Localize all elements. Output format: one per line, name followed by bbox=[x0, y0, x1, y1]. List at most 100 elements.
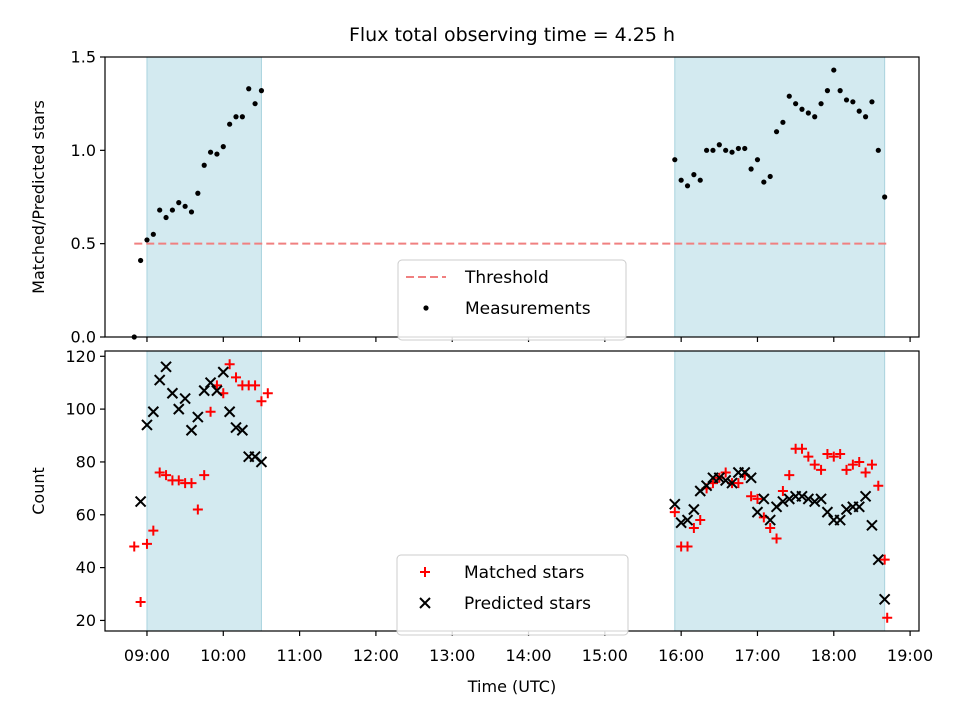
data-point bbox=[262, 388, 273, 399]
data-point bbox=[854, 456, 865, 467]
data-point bbox=[179, 392, 191, 405]
data-point bbox=[773, 129, 780, 135]
data-point bbox=[742, 145, 748, 152]
data-point bbox=[252, 101, 258, 107]
data-point bbox=[816, 464, 827, 475]
data-point bbox=[207, 149, 214, 155]
data-point bbox=[748, 166, 754, 172]
chart-title: Flux total observing time = 4.25 h bbox=[349, 24, 675, 46]
data-point bbox=[860, 467, 871, 478]
data-point bbox=[211, 384, 223, 397]
data-point bbox=[214, 151, 220, 157]
y-tick-label: 60 bbox=[76, 505, 96, 524]
data-point bbox=[710, 147, 716, 153]
data-point bbox=[682, 541, 693, 552]
data-point bbox=[144, 237, 150, 243]
data-point bbox=[777, 495, 789, 508]
series-measurements bbox=[131, 67, 888, 340]
x-tick-label: 11:00 bbox=[277, 646, 323, 665]
data-point bbox=[176, 200, 182, 206]
data-point bbox=[697, 177, 703, 183]
data-point bbox=[135, 596, 146, 607]
data-point bbox=[160, 361, 172, 373]
x-tick-label: 15:00 bbox=[582, 646, 628, 665]
data-point bbox=[784, 470, 795, 481]
data-point bbox=[672, 157, 678, 163]
data-point bbox=[182, 203, 188, 209]
y-tick-label: 120 bbox=[65, 347, 96, 366]
data-point bbox=[746, 491, 757, 502]
data-point bbox=[224, 359, 235, 370]
data-point bbox=[879, 554, 890, 565]
data-point bbox=[695, 515, 706, 526]
data-point bbox=[141, 538, 152, 549]
data-point bbox=[223, 406, 236, 418]
data-point bbox=[173, 475, 184, 486]
data-point bbox=[246, 86, 252, 92]
data-point bbox=[669, 507, 680, 518]
data-point bbox=[198, 384, 210, 397]
data-point bbox=[684, 183, 691, 189]
data-point bbox=[236, 424, 249, 436]
legend-label: Predicted stars bbox=[464, 594, 591, 614]
legend-marker bbox=[419, 597, 431, 609]
data-point bbox=[185, 424, 198, 436]
data-point bbox=[835, 449, 846, 460]
data-point bbox=[796, 443, 807, 454]
data-point bbox=[729, 149, 735, 155]
data-point bbox=[129, 541, 140, 552]
data-point bbox=[691, 172, 697, 178]
data-point bbox=[192, 411, 204, 423]
y-tick-label: 100 bbox=[65, 400, 96, 419]
data-point bbox=[188, 209, 195, 215]
data-point bbox=[147, 406, 160, 418]
data-point bbox=[255, 456, 268, 468]
x-tick-label: 12:00 bbox=[353, 646, 399, 665]
data-point bbox=[866, 519, 878, 532]
data-point bbox=[821, 506, 834, 518]
data-point bbox=[169, 207, 176, 213]
data-point bbox=[850, 99, 856, 105]
data-point bbox=[856, 108, 862, 114]
data-point bbox=[700, 480, 713, 492]
y-tick-label: 0.0 bbox=[71, 328, 96, 347]
data-point bbox=[204, 376, 217, 389]
y-tick-label: 0.5 bbox=[71, 234, 96, 253]
data-point bbox=[783, 493, 795, 505]
x-tick-label: 13:00 bbox=[429, 646, 475, 665]
data-point bbox=[796, 490, 808, 502]
series-matched-stars bbox=[129, 359, 893, 623]
data-point bbox=[258, 88, 265, 94]
data-point bbox=[882, 194, 888, 200]
data-point bbox=[231, 372, 242, 383]
legend-label: Measurements bbox=[465, 299, 591, 319]
data-point bbox=[745, 472, 757, 484]
observing-window-1 bbox=[146, 350, 262, 632]
data-point bbox=[148, 525, 159, 536]
data-point bbox=[141, 419, 153, 431]
data-point bbox=[834, 514, 846, 526]
data-point bbox=[767, 173, 773, 180]
legend-label: Threshold bbox=[464, 268, 549, 288]
panel-1: 0.0 0.5 1.0 1.5 Matched/Predicted stars Thres… bbox=[29, 48, 920, 347]
data-point bbox=[719, 474, 732, 487]
data-point bbox=[201, 162, 207, 168]
data-point bbox=[134, 495, 147, 508]
data-point bbox=[138, 257, 144, 264]
data-point bbox=[163, 214, 169, 221]
panel-2: 20 40 60 80 100 120 09:00 10:00 11:00 12:00 13:00 1… bbox=[29, 347, 933, 665]
x-tick-label: 18:00 bbox=[811, 646, 857, 665]
data-point bbox=[859, 490, 872, 502]
data-point bbox=[812, 114, 818, 120]
data-point bbox=[199, 470, 210, 481]
data-point bbox=[840, 503, 853, 516]
data-point bbox=[873, 480, 884, 491]
y-tick-label: 1.0 bbox=[71, 141, 96, 160]
data-point bbox=[803, 451, 814, 462]
y-axis-label: Count bbox=[29, 467, 48, 515]
series-predicted-stars bbox=[134, 361, 891, 606]
data-point bbox=[157, 207, 163, 213]
data-point bbox=[786, 93, 792, 99]
data-point bbox=[716, 142, 722, 148]
data-point bbox=[723, 147, 729, 153]
